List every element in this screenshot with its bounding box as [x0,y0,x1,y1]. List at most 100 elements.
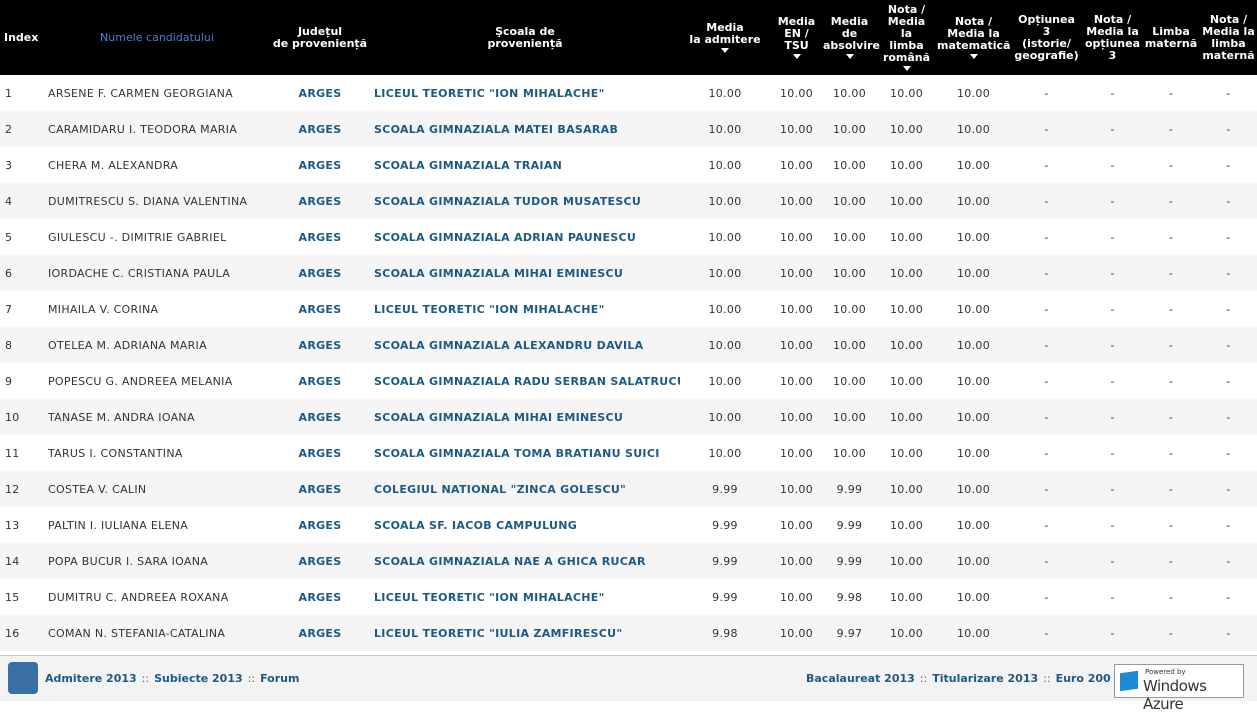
footer-link[interactable]: Euro 200 [1055,672,1111,685]
badge-small: Powered by [1145,668,1186,676]
table-cell: - [1168,302,1174,316]
table-cell: 10.00 [780,158,813,172]
table-cell: 10.00 [780,518,813,532]
header-line: Nota / [1209,12,1248,26]
table-cell: 10.00 [770,183,823,219]
table-cell: POPA BUCUR I. SARA IOANA [44,543,270,579]
table-cell: 10.00 [680,183,770,219]
table-cell: 12 [0,471,44,507]
table-cell: ARGES [270,615,370,651]
table-row: 16 COMAN N. STEFANIA-CATALINA ARGES LICEUL … [0,615,1257,651]
table-row: 3 CHERA M. ALEXANDRA ARGES SCOALA GIMNAZIAL… [0,147,1257,183]
table-cell: - [1142,327,1200,363]
table-cell: 8 [0,327,44,363]
table-cell: 10.00 [780,230,813,244]
header-line: Media la [1202,24,1255,38]
table-cell: 9.99 [712,518,738,532]
footer-link[interactable]: Admitere 2013 [45,672,137,685]
table-cell: 10.00 [823,183,876,219]
table-cell: - [1083,183,1142,219]
table-cell: - [1044,374,1049,388]
header-line: la [900,27,913,40]
table-cell: LICEUL TEORETIC "ION MIHALACHE" [374,86,605,100]
header-line: Județul [297,24,343,38]
table-cell: - [1200,399,1257,435]
table-cell: - [1226,86,1231,100]
header-line: maternă [1202,48,1255,62]
table-cell: 10.00 [937,327,1010,363]
site-icon [8,662,38,694]
table-cell: 10.00 [957,86,990,100]
table-cell: - [1226,374,1231,388]
table-cell: COLEGIUL NATIONAL "ZINCA GOLESCU" [370,471,680,507]
table-cell: 6 [0,255,44,291]
header-line: matematică [937,39,1011,52]
table-cell: ARSENE F. CARMEN GEORGIANA [48,86,233,100]
table-cell: 10.00 [876,615,937,651]
table-cell: - [1083,327,1142,363]
footer-link[interactable]: Titularizare 2013 [932,672,1039,685]
table-cell: DUMITRU C. ANDREEA ROXANA [48,590,229,604]
table-cell: 10.00 [937,183,1010,219]
table-row: 11 TARUS I. CONSTANTINA ARGES SCOALA GIMNAZ… [0,435,1257,471]
table-cell: CHERA M. ALEXANDRA [48,158,179,172]
table-cell: - [1226,518,1231,532]
footer-link[interactable]: Subiecte 2013 [154,672,243,685]
header-line: Şcoala de [495,24,555,38]
table-row: 13 PALTIN I. IULIANA ELENA ARGES SCOALA SF.… [0,507,1257,543]
table-cell: - [1044,302,1049,316]
table-cell: 10.00 [708,230,742,244]
table-cell: - [1010,543,1083,579]
table-cell: 10.00 [890,158,923,172]
header-line: geografie) [1014,48,1079,62]
table-cell: - [1110,446,1115,460]
table-cell: - [1044,590,1049,604]
column-header[interactable]: Numele candidatului [44,0,270,75]
footer-link[interactable]: Bacalaureat 2013 [806,672,915,685]
table-cell: TANASE M. ANDRA IOANA [44,399,270,435]
table-cell: 10.00 [876,327,937,363]
table-row: 4 DUMITRESCU S. DIANA VALENTINA ARGES SCOAL… [0,183,1257,219]
header-line: absolvire [823,39,880,52]
column-header[interactable]: Nota / Media la limba română [876,0,937,75]
column-header[interactable]: Media de absolvire [823,0,880,75]
table-cell: 10.00 [833,230,866,244]
footer-link[interactable]: Forum [260,672,300,685]
table-cell: - [1010,615,1083,651]
table-cell: 9.99 [712,590,738,604]
table-cell: 10.00 [876,183,937,219]
table-cell: 7 [5,302,13,316]
separator: :: [247,672,256,685]
header-line: Limba [1152,24,1190,38]
header-line: Media [887,15,926,28]
table-cell: ARGES [298,518,342,532]
table-cell: SCOALA SF. IACOB CAMPULUNG [374,518,578,532]
table-cell: 10.00 [957,446,990,460]
header-line: maternă [1144,36,1198,50]
table-cell: 10.00 [957,374,990,388]
separator: :: [1043,672,1051,685]
column-header[interactable]: Media la admitere [680,0,770,75]
sort-arrow [792,54,801,59]
table-cell: 10.00 [770,111,823,147]
table-cell: 10.00 [770,327,823,363]
table-cell: 10.00 [876,471,937,507]
table-cell: COSTEA V. CALIN [44,471,270,507]
table-cell: - [1110,230,1115,244]
table-cell: 10.00 [937,399,1010,435]
table-cell: SCOALA GIMNAZIALA TRAIAN [374,158,563,172]
table-cell: 9.99 [680,543,770,579]
table-cell: 10.00 [708,302,742,316]
table-cell: 9.98 [836,590,863,604]
header-line: Nota / [954,15,993,28]
table-cell: ARGES [270,183,370,219]
table-cell: 13 [5,518,20,532]
table-cell: 10.00 [890,86,923,100]
table-cell: - [1044,518,1049,532]
header-line: Numele candidatului [100,30,214,44]
table-cell: 10.00 [833,446,866,460]
column-header[interactable]: Media EN / TSU [770,0,823,75]
column-header[interactable]: Nota / Media la matematică [937,0,1010,75]
table-cell: ARGES [298,590,342,604]
table-cell: - [1142,543,1200,579]
